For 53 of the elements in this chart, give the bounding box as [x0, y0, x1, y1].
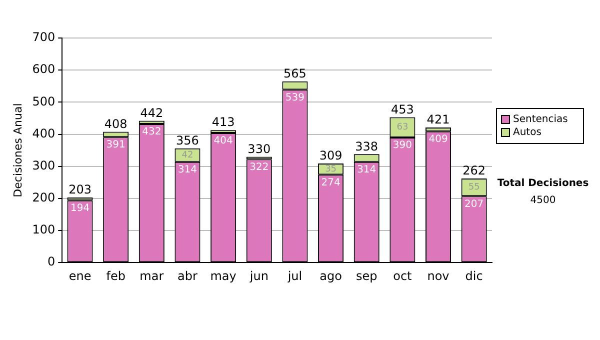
- x-tick-label: feb: [106, 268, 126, 283]
- data-label: 409: [428, 134, 448, 145]
- x-tick-label: ago: [320, 268, 342, 283]
- total-label: 262: [462, 164, 486, 178]
- data-label: 194: [70, 202, 90, 214]
- y-tick-label: 0: [47, 254, 56, 269]
- text: Total Decisiones: [496, 178, 590, 189]
- data-label: 207: [464, 198, 484, 210]
- total-label: 421: [426, 112, 450, 127]
- data-label: 314: [178, 164, 198, 176]
- total-label: 442: [140, 106, 164, 120]
- x-tick-label: abr: [178, 268, 198, 283]
- data-label: 432: [142, 126, 162, 138]
- data-label: 35: [325, 164, 337, 174]
- data-label: 55: [468, 182, 480, 193]
- x-tick-label: mar: [140, 268, 164, 283]
- data-label: 390: [392, 140, 412, 152]
- y-tick-label: 600: [32, 62, 56, 76]
- text: 4500: [529, 195, 557, 206]
- y-tick-label: 500: [32, 94, 56, 108]
- x-tick-label: sep: [356, 268, 378, 283]
- data-label: 274: [321, 177, 340, 188]
- y-axis-title: Decisiones Anual: [11, 103, 24, 198]
- x-tick-label: jul: [286, 268, 302, 283]
- data-label: 391: [106, 140, 126, 151]
- x-tick-label: dic: [465, 268, 483, 283]
- data-label: 539: [285, 92, 305, 104]
- total-label: 356: [176, 134, 199, 148]
- data-label: 42: [182, 150, 194, 160]
- x-tick-label: nov: [427, 268, 450, 283]
- y-tick-label: 300: [32, 158, 56, 172]
- total-label: 330: [248, 142, 271, 156]
- total-label: 408: [104, 116, 128, 131]
- y-tick-label: 200: [32, 190, 56, 205]
- total-label: 309: [319, 148, 342, 163]
- total-label: 453: [390, 102, 414, 116]
- total-label: 203: [68, 182, 92, 197]
- y-tick-label: 100: [32, 222, 56, 237]
- total-label: 413: [212, 115, 235, 130]
- data-label: 322: [250, 162, 269, 173]
- legend-label: Sentencias: [513, 113, 568, 126]
- x-tick-label: jun: [248, 268, 268, 283]
- x-tick-label: ene: [68, 268, 92, 283]
- x-tick-label: oct: [393, 268, 412, 283]
- total-label: 338: [355, 139, 378, 154]
- legend-label: Autos: [513, 126, 542, 139]
- x-tick-label: may: [210, 268, 236, 283]
- data-label: 404: [214, 136, 233, 147]
- data-label: 63: [396, 122, 408, 133]
- y-tick-label: 400: [32, 126, 56, 140]
- y-tick-label: 700: [32, 30, 56, 44]
- data-label: 314: [357, 164, 376, 176]
- total-label: 565: [284, 66, 306, 80]
